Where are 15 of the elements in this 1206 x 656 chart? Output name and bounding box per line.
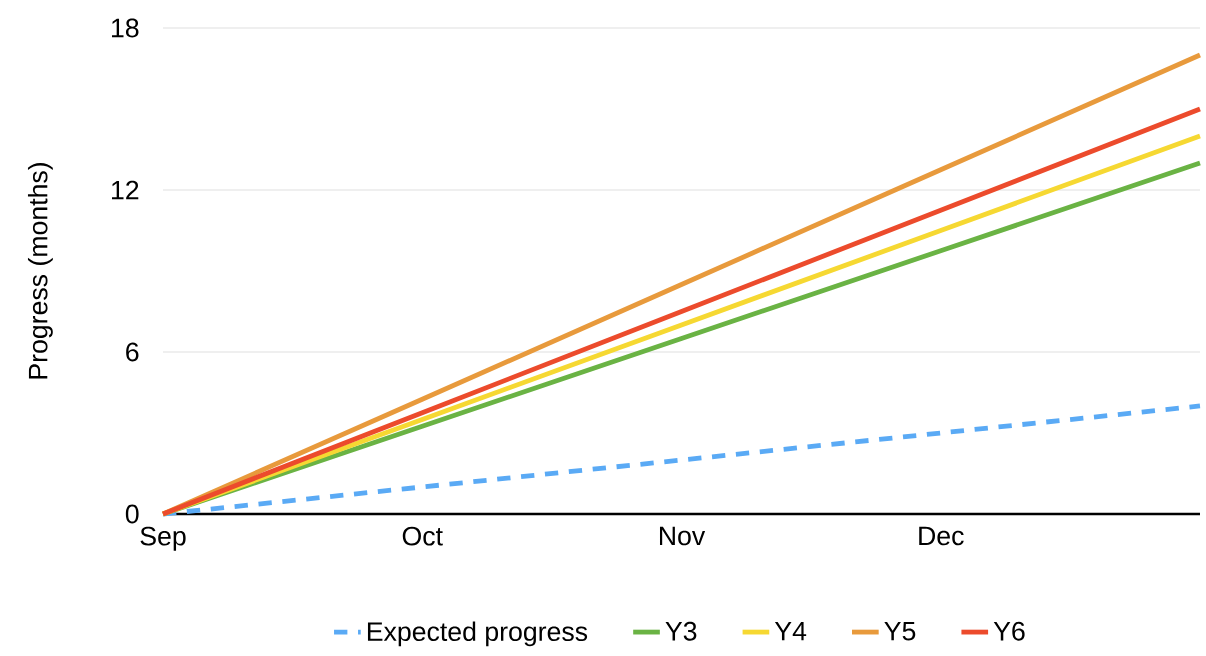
x-tick-label: Dec bbox=[919, 526, 964, 546]
y-tick-label: 12 bbox=[112, 180, 139, 200]
line-series bbox=[160, 403, 1203, 517]
legend-label: Y4 bbox=[774, 621, 807, 641]
y-tick-label: 18 bbox=[112, 18, 139, 38]
legend-label: Expected progress bbox=[367, 621, 588, 647]
y-tick-label: 0 bbox=[125, 504, 139, 524]
y-axis-title: Progress (months) bbox=[27, 163, 53, 379]
x-tick-label: Nov bbox=[659, 526, 706, 546]
legend-label: Y6 bbox=[993, 621, 1025, 641]
x-tick-label: Oct bbox=[402, 526, 443, 546]
legend-label: Y3 bbox=[665, 621, 697, 641]
legend-label: Y5 bbox=[884, 621, 916, 641]
y-tick-label: 6 bbox=[126, 342, 139, 362]
x-tick-label: Sep bbox=[140, 526, 186, 551]
